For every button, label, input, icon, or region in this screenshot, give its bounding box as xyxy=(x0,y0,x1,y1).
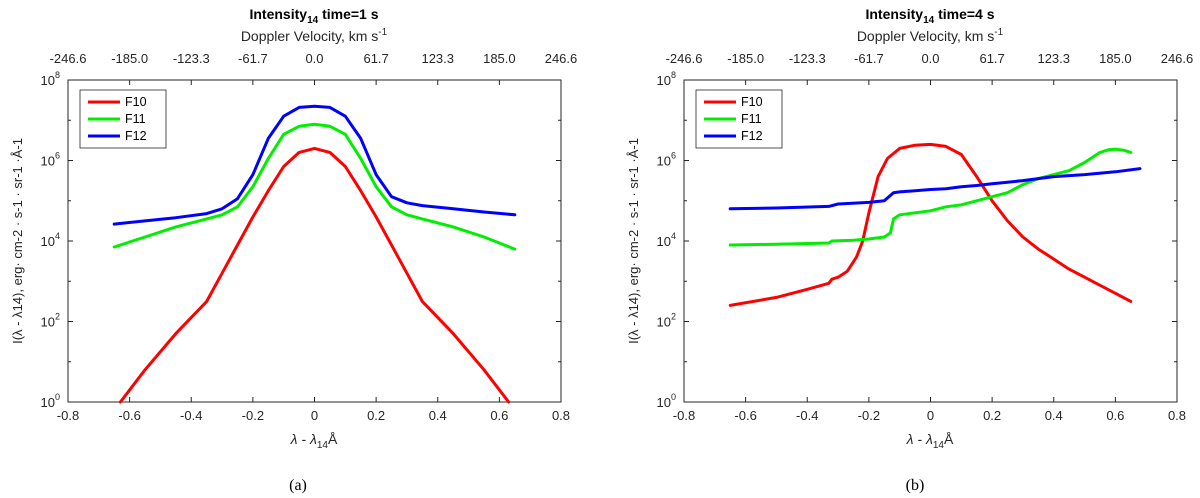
panel-b-x-ticks: -0.8 -0.6 -0.4 -0.2 0 0.2 0.4 0.6 0.8 xyxy=(673,80,1186,423)
top-tick-label: 246.6 xyxy=(1161,51,1194,66)
y-tick-label: 104 xyxy=(41,231,60,249)
top-tick-label: -61.7 xyxy=(854,51,884,66)
top-tick-label: -185.0 xyxy=(727,51,764,66)
series-line-f12 xyxy=(112,104,517,226)
y-tick-label: 104 xyxy=(657,231,676,249)
top-tick-label: 61.7 xyxy=(363,51,388,66)
series-line-f10 xyxy=(728,142,1133,307)
panel-b: Intensity14 time=4 s Doppler Velocity, k… xyxy=(626,6,1193,494)
x-tick-label: -0.6 xyxy=(734,408,756,423)
top-tick-label: -123.3 xyxy=(173,51,210,66)
x-tick-label: 0.2 xyxy=(983,408,1001,423)
series-line-f11 xyxy=(728,147,1133,247)
top-tick-label: 185.0 xyxy=(483,51,516,66)
legend-label-f12: F12 xyxy=(741,129,763,143)
x-tick-label: -0.8 xyxy=(57,408,79,423)
legend-label-f11: F11 xyxy=(741,112,762,126)
y-tick-label: 108 xyxy=(657,70,676,88)
x-tick-label: -0.6 xyxy=(118,408,140,423)
top-tick-label: 123.3 xyxy=(421,51,454,66)
legend-label-f12: F12 xyxy=(125,129,147,143)
panel-a-caption: (a) xyxy=(289,477,307,494)
x-tick-label: 0 xyxy=(927,408,934,423)
top-tick-label: 0.0 xyxy=(305,51,323,66)
top-tick-label: -61.7 xyxy=(238,51,268,66)
panel-b-top-ticks: -246.6 -185.0 -123.3 -61.7 0.0 61.7 123.3 185.0… xyxy=(666,51,1194,66)
y-tick-label: 106 xyxy=(41,151,60,169)
x-tick-label: 0.4 xyxy=(1045,408,1063,423)
panel-a-xlabel: λ - λ14Å xyxy=(290,431,338,451)
x-tick-label: 0.8 xyxy=(552,408,570,423)
panel-a-ylabel: I(λ - λ14), erg· cm-2 · s-1 · sr-1 ·Å-1 xyxy=(10,138,25,344)
panel-b-ylabel: I(λ - λ14), erg· cm-2 · s-1 · sr-1 ·Å-1 xyxy=(626,138,641,344)
x-tick-label: -0.4 xyxy=(796,408,818,423)
panel-b-top-axis-label: Doppler Velocity, km s-1 xyxy=(857,27,1004,44)
y-tick-label: 100 xyxy=(657,392,676,410)
x-tick-label: -0.2 xyxy=(858,408,880,423)
panel-a-title: Intensity14 time=1 s xyxy=(249,6,378,26)
series-line-f10 xyxy=(118,146,511,404)
x-tick-label: 0.6 xyxy=(1106,408,1124,423)
top-tick-label: 246.6 xyxy=(545,51,578,66)
legend-label-f10: F10 xyxy=(741,95,763,109)
series-line-f12 xyxy=(728,167,1142,211)
x-tick-label: 0 xyxy=(311,408,318,423)
top-tick-label: 0.0 xyxy=(921,51,939,66)
x-tick-label: -0.2 xyxy=(242,408,264,423)
y-tick-label: 100 xyxy=(41,392,60,410)
panel-a-y-ticks: 100 102 104 106 108 xyxy=(41,70,561,410)
panel-a-x-ticks: -0.8 -0.6 -0.4 -0.2 0 0.2 0.4 0.6 0.8 xyxy=(57,80,570,423)
x-tick-label: 0.8 xyxy=(1168,408,1186,423)
series-line-f11 xyxy=(112,122,517,251)
panel-b-caption: (b) xyxy=(906,477,925,494)
panel-a-series xyxy=(112,104,517,404)
y-tick-label: 102 xyxy=(41,312,60,330)
y-tick-label: 108 xyxy=(41,70,60,88)
x-tick-label: -0.8 xyxy=(673,408,695,423)
panel-a-top-axis-label: Doppler Velocity, km s-1 xyxy=(241,27,388,44)
panel-b-legend: F10 F11 F12 xyxy=(695,89,783,149)
x-tick-label: 0.6 xyxy=(490,408,508,423)
top-tick-label: -246.6 xyxy=(666,51,703,66)
panel-a-legend: F10 F11 F12 xyxy=(79,89,167,149)
top-tick-label: -246.6 xyxy=(50,51,87,66)
y-tick-label: 106 xyxy=(657,151,676,169)
legend-label-f11: F11 xyxy=(125,112,146,126)
panel-b-title: Intensity14 time=4 s xyxy=(865,6,994,26)
top-tick-label: 185.0 xyxy=(1099,51,1132,66)
panel-b-xlabel: λ - λ14Å xyxy=(906,431,954,451)
legend-label-f10: F10 xyxy=(125,95,147,109)
panel-a-top-ticks: -246.6 -185.0 -123.3 -61.7 0.0 61.7 123.3 185.0… xyxy=(50,51,578,66)
x-tick-label: -0.4 xyxy=(180,408,202,423)
top-tick-label: 61.7 xyxy=(979,51,1004,66)
top-tick-label: -123.3 xyxy=(789,51,826,66)
top-tick-label: 123.3 xyxy=(1037,51,1070,66)
top-tick-label: -185.0 xyxy=(111,51,148,66)
panel-a: Intensity14 time=1 s Doppler Velocity, k… xyxy=(10,6,577,494)
panel-b-series xyxy=(728,142,1142,307)
panel-b-y-ticks: 100 102 104 106 108 xyxy=(657,70,1177,410)
x-tick-label: 0.4 xyxy=(429,408,447,423)
x-tick-label: 0.2 xyxy=(367,408,385,423)
y-tick-label: 102 xyxy=(657,312,676,330)
